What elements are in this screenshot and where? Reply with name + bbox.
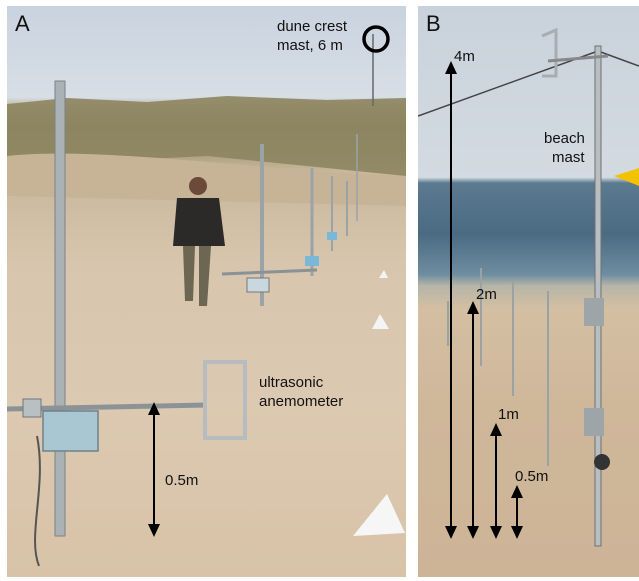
dune-label-line1: dune crest	[277, 18, 348, 35]
height-arrow-4m	[445, 61, 457, 539]
anemometer	[203, 360, 247, 440]
height-label-a: 0.5m	[165, 472, 199, 489]
photo-panel-b: B 4m beach mast 2m 1m 0.5m	[418, 6, 639, 577]
panel-b-scene	[418, 27, 639, 547]
anemometer-label-line2: anemometer	[259, 393, 344, 410]
dune-mast-marker	[362, 25, 390, 53]
height-arrow-1m	[490, 423, 502, 539]
label-05m: 0.5m	[515, 468, 549, 485]
anemometer-label-line1: ultrasonic	[259, 374, 324, 391]
beach-mast-label-line1: beach	[544, 130, 585, 147]
height-arrow-2m	[467, 301, 479, 539]
height-arrow-05m	[511, 485, 523, 539]
label-4m: 4m	[454, 48, 475, 65]
foreground-mast	[54, 80, 66, 537]
dune-label-line2: mast, 6 m	[277, 37, 343, 54]
photo-panel-a: A dune crest mast, 6 m ultrasonic anemom…	[7, 6, 406, 577]
panel-a-letter: A	[15, 11, 30, 36]
beach-mast-label-line2: mast	[552, 149, 585, 166]
sand-cone	[353, 494, 405, 536]
label-2m: 2m	[476, 286, 497, 303]
beach-mast	[594, 45, 602, 547]
panel-b-letter: B	[426, 11, 441, 36]
panel-a-scene	[7, 25, 406, 567]
label-1m: 1m	[498, 406, 519, 423]
person	[173, 177, 225, 306]
logger-box	[42, 410, 99, 452]
